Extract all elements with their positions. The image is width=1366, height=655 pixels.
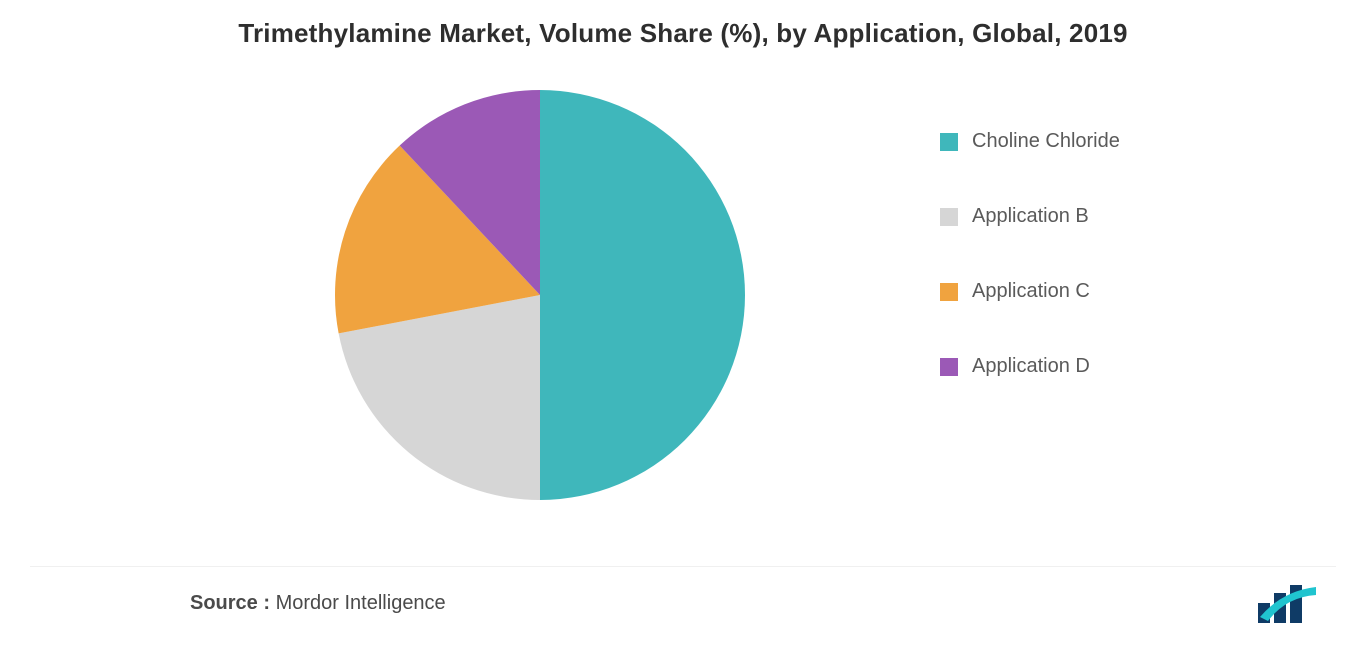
legend-label-1: Application B	[972, 205, 1089, 228]
legend: Choline Chloride Application B Application…	[940, 130, 1120, 378]
legend-item-2: Application C	[940, 280, 1120, 303]
source-value: Mordor Intelligence	[276, 592, 446, 614]
legend-item-1: Application B	[940, 205, 1120, 228]
mordor-logo	[1256, 583, 1328, 625]
legend-label-3: Application D	[972, 355, 1090, 378]
legend-item-3: Application D	[940, 355, 1120, 378]
legend-label-2: Application C	[972, 280, 1090, 303]
legend-item-0: Choline Chloride	[940, 130, 1120, 153]
legend-swatch-1	[940, 208, 958, 226]
footer-divider	[30, 566, 1336, 567]
mordor-logo-svg	[1256, 583, 1328, 625]
legend-label-0: Choline Chloride	[972, 130, 1120, 153]
legend-swatch-3	[940, 358, 958, 376]
chart-title: Trimethylamine Market, Volume Share (%),…	[0, 18, 1366, 49]
pie-svg	[330, 85, 750, 505]
legend-swatch-2	[940, 283, 958, 301]
legend-swatch-0	[940, 133, 958, 151]
source-attribution: Source : Mordor Intelligence	[190, 592, 446, 615]
source-label: Source :	[190, 592, 270, 614]
pie-slice-0	[540, 90, 745, 500]
pie-chart	[330, 85, 750, 505]
